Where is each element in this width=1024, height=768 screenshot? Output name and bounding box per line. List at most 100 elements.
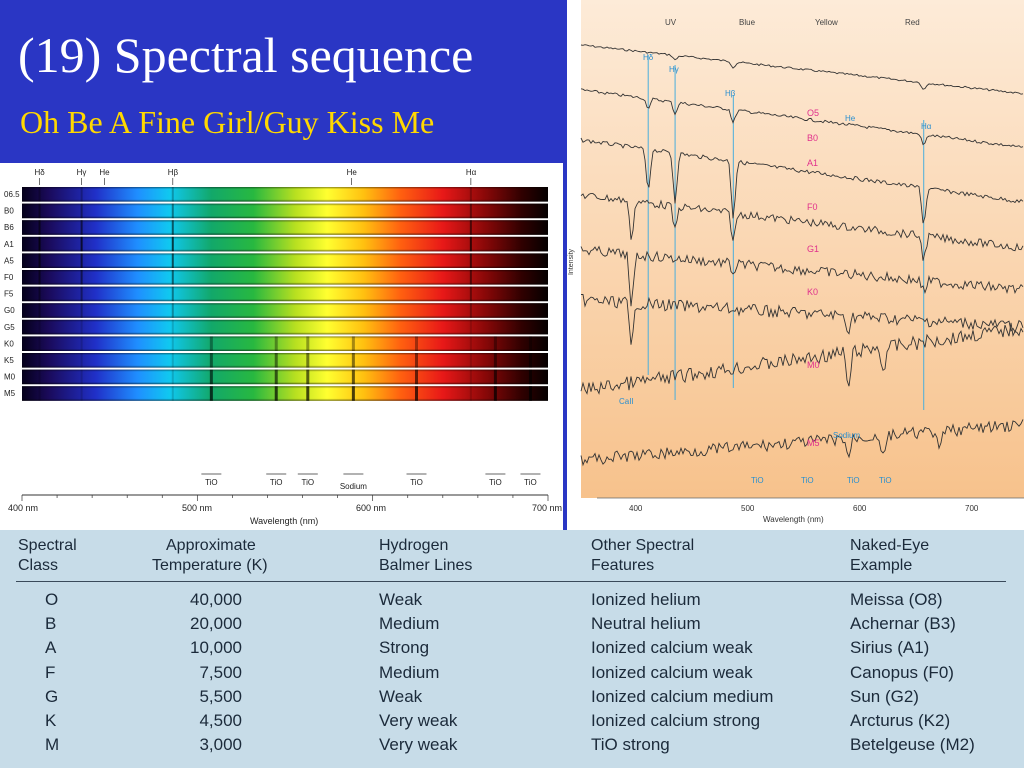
header-example: Naked-Eye Example xyxy=(850,536,929,576)
curve-label: M0 xyxy=(807,360,820,370)
title-area: (19) Spectral sequence Oh Be A Fine Girl… xyxy=(0,0,563,162)
features-cell: Ionized helium xyxy=(591,590,701,609)
example-cell: Achernar (B3) xyxy=(850,614,956,634)
example-cell: Betelgeuse (M2) xyxy=(850,735,975,755)
spectral-class-label: M5 xyxy=(4,389,16,398)
spectrum-strip xyxy=(22,253,548,268)
spectral-class-label: K0 xyxy=(4,339,14,348)
balmer-cell: Very weak xyxy=(379,735,458,755)
intensity-plot: UV Blue Yellow Red Intensity O5 B0 A1 F0 G1 K… xyxy=(567,0,1024,530)
header-line: Temperature (K) xyxy=(152,557,268,574)
spectrum-curve xyxy=(580,192,1024,261)
spectral-class-label: A5 xyxy=(4,256,14,265)
spectrum-strip xyxy=(22,386,548,401)
line-annotation: Hγ xyxy=(669,65,679,74)
line-annotation: Hδ xyxy=(643,53,654,62)
header-line: Spectral xyxy=(18,537,77,554)
spectrum-curve xyxy=(580,137,1024,224)
spectrum-strip xyxy=(22,187,548,202)
temperature-cell: 20,000 xyxy=(190,614,242,634)
balmer-cell: Very weak xyxy=(379,711,458,730)
features-cell: Ionized calcium weak xyxy=(591,662,753,682)
header-line: Hydrogen xyxy=(379,537,449,554)
axis-tick-label: 600 nm xyxy=(356,503,386,513)
spectrum-curve xyxy=(580,419,1024,467)
curve-label: A1 xyxy=(807,158,818,168)
header-line: Features xyxy=(591,557,655,574)
color-band-labels: UV Blue Yellow Red xyxy=(665,18,920,27)
class-cell: M xyxy=(45,735,60,755)
spectrum-strip xyxy=(22,353,548,368)
class-cell: K xyxy=(45,711,57,730)
balmer-cell: Weak xyxy=(379,686,423,706)
spectrum-strip xyxy=(22,236,548,252)
table-row: O 40,000 Weak Ionized helium Meissa (O8) xyxy=(0,590,1024,614)
example-cell: Meissa (O8) xyxy=(850,590,943,609)
spectral-class-label: B6 xyxy=(4,223,14,232)
header-line: Approximate xyxy=(166,537,256,554)
example-cell: Canopus (F0) xyxy=(850,662,954,682)
features-cell: Ionized calcium strong xyxy=(591,711,761,730)
features-cell: TiO strong xyxy=(591,735,670,755)
balmer-cell: Medium xyxy=(379,614,440,634)
band-label-red: Red xyxy=(905,18,920,27)
spectral-class-labels: 06.5 B0 B6 A1 A5 F0 F5 G0 G5 K0 K5 M0 M5 xyxy=(4,190,20,398)
class-cell: A xyxy=(45,638,57,658)
curve-label: B0 xyxy=(807,133,818,143)
table-row: M 3,000 Very weak TiO strong Betelgeuse (M2) xyxy=(0,735,1024,759)
line-annotation: TiO xyxy=(801,476,814,485)
header-divider xyxy=(16,581,1006,582)
curve-labels: O5 B0 A1 F0 G1 K0 M0 M5 xyxy=(807,108,820,448)
header-line: Naked-Eye xyxy=(850,537,930,554)
header-other-features: Other Spectral Features xyxy=(591,536,694,576)
spectrum-strip xyxy=(22,369,548,385)
temperature-cell: 40,000 xyxy=(190,590,242,609)
header-line: Class xyxy=(18,557,59,574)
spectrum-strip xyxy=(22,319,548,335)
curve-label: F0 xyxy=(807,202,818,212)
line-annotation: TiO xyxy=(751,476,764,485)
spectrum-curve xyxy=(580,44,1024,95)
temperature-cell: 7,500 xyxy=(199,662,242,682)
example-cell: Sun (G2) xyxy=(850,686,919,706)
feature-label: Sodium xyxy=(340,482,367,491)
header-line: Balmer Lines xyxy=(379,557,473,574)
header-line: Other Spectral xyxy=(591,537,695,554)
features-cell: Ionized calcium medium xyxy=(591,686,774,706)
line-annotation: He xyxy=(845,114,856,123)
slide-subtitle: Oh Be A Fine Girl/Guy Kiss Me xyxy=(20,104,435,140)
table-row: G 5,500 Weak Ionized calcium medium Sun (G2) xyxy=(0,687,1024,711)
axis-tick-label: 700 nm xyxy=(532,503,562,513)
line-markers xyxy=(647,55,925,410)
table-row: B 20,000 Medium Neutral helium Achernar (B3) xyxy=(0,614,1024,638)
absorption-feature-labels: TiO TiO TiO Sodium TiO TiO TiO xyxy=(201,473,541,491)
axis-tick-label: 400 nm xyxy=(8,503,38,513)
feature-label: TiO xyxy=(205,478,218,487)
balmer-cell: Medium xyxy=(379,662,440,682)
x-axis-title: Wavelength (nm) xyxy=(763,515,824,524)
line-annotations: Hδ Hγ Hβ He Hα CaII Sodium TiO TiO TiO TiO xyxy=(619,53,932,485)
feature-label: TiO xyxy=(489,478,502,487)
axis-title: Wavelength (nm) xyxy=(250,516,318,526)
feature-label: TiO xyxy=(410,478,423,487)
spectra-strips xyxy=(22,187,548,401)
curve-label: K0 xyxy=(807,287,818,297)
spectrum-strip xyxy=(22,220,548,235)
curve-label: G1 xyxy=(807,244,819,254)
band-label-uv: UV xyxy=(665,18,677,27)
line-annotation: Sodium xyxy=(833,431,860,440)
line-label: Hδ xyxy=(35,168,46,177)
header-temperature: Approximate Temperature (K) xyxy=(152,536,268,576)
spectrum-curves xyxy=(580,44,1024,467)
temperature-cell: 3,000 xyxy=(199,735,242,755)
line-label: He xyxy=(99,168,110,177)
slide-title: (19) Spectral sequence xyxy=(18,27,474,83)
band-label-blue: Blue xyxy=(739,18,756,27)
spectrum-curve xyxy=(581,294,1024,345)
features-cell: Neutral helium xyxy=(591,614,701,634)
table-row: A 10,000 Strong Ionized calcium weak Sirius … xyxy=(0,638,1024,662)
spectral-class-label: G5 xyxy=(4,323,15,332)
spectral-class-label: F5 xyxy=(4,290,14,299)
x-axis: 400 500 600 700 Wavelength (nm) xyxy=(597,497,1024,524)
feature-label: TiO xyxy=(270,478,283,487)
